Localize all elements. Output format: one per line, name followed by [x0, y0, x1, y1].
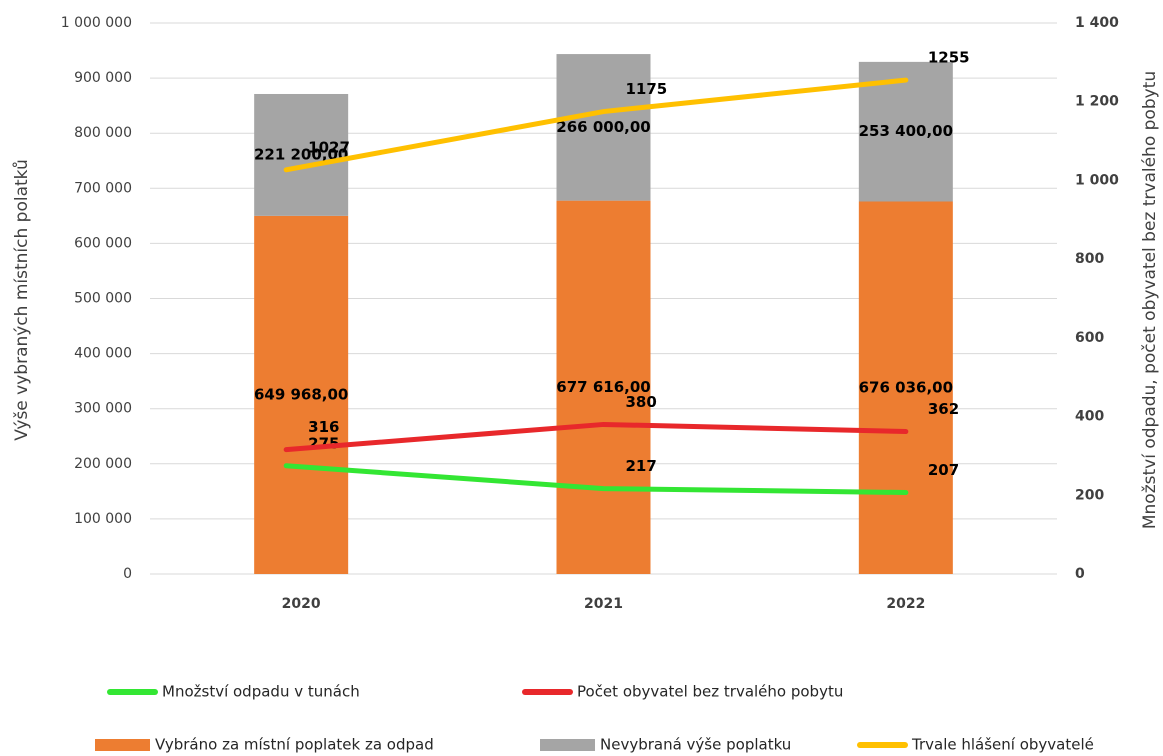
y-tick-label: 500 000 [74, 291, 132, 307]
line [283, 77, 909, 173]
data-label: 362 [928, 400, 959, 418]
y-tick-label: 100 000 [74, 511, 132, 527]
legend-swatch [95, 739, 150, 751]
y-tick-label: 1 000 000 [61, 15, 132, 31]
y-tick-label: 700 000 [74, 180, 132, 196]
data-label: 380 [626, 393, 657, 411]
x-tick-label: 2021 [584, 596, 623, 612]
data-label: 1027 [308, 138, 350, 156]
y-tick-label: 900 000 [74, 70, 132, 86]
legend-label: Trvale hlášení obyvatelé [911, 736, 1094, 754]
y-tick-label: 300 000 [74, 401, 132, 417]
y2-tick-label: 1 000 [1075, 172, 1119, 188]
y-axis-title: Výše vybraných místních polatků [12, 159, 32, 441]
bar-segment [254, 215, 349, 575]
bar-segment [556, 54, 651, 201]
data-label: 221 200,00 [254, 145, 348, 163]
y2-tick-label: 0 [1075, 566, 1085, 582]
y2-axis-title: Množství odpadu, počet obyvatel bez trva… [1140, 71, 1160, 529]
legend-label: Množství odpadu v tunách [162, 683, 360, 701]
legend-swatch [540, 739, 595, 751]
data-label: 316 [308, 418, 339, 436]
data-label: 676 036,00 [859, 378, 953, 396]
bar-segment [858, 201, 953, 575]
y2-tick-label: 1 400 [1075, 15, 1119, 31]
y-tick-label: 0 [123, 566, 132, 582]
data-label: 1175 [626, 80, 668, 98]
y-tick-label: 400 000 [74, 346, 132, 362]
x-tick-label: 2022 [886, 596, 925, 612]
y2-tick-label: 800 [1075, 251, 1104, 267]
data-label: 253 400,00 [859, 122, 953, 140]
y2-tick-label: 1 200 [1075, 94, 1119, 110]
line [283, 463, 909, 496]
legend-label: Vybráno za místní poplatek za odpad [155, 736, 434, 754]
data-label: 649 968,00 [254, 385, 348, 403]
data-label: 266 000,00 [556, 118, 650, 136]
y2-tick-label: 600 [1075, 330, 1104, 346]
data-label: 1255 [928, 49, 970, 67]
legend-label: Nevybraná výše poplatku [600, 736, 791, 754]
x-tick-label: 2020 [282, 596, 321, 612]
bar-segment [556, 200, 651, 574]
y-tick-label: 200 000 [74, 456, 132, 472]
data-label: 207 [928, 461, 959, 479]
y2-tick-label: 200 [1075, 487, 1104, 503]
line [283, 421, 909, 453]
data-label: 217 [626, 457, 657, 475]
y-tick-label: 800 000 [74, 125, 132, 141]
legend-label: Počet obyvatel bez trvalého pobytu [577, 683, 843, 701]
y-tick-label: 600 000 [74, 235, 132, 251]
bar-segment [254, 93, 349, 216]
y2-tick-label: 400 [1075, 409, 1104, 425]
data-label: 677 616,00 [556, 378, 650, 396]
